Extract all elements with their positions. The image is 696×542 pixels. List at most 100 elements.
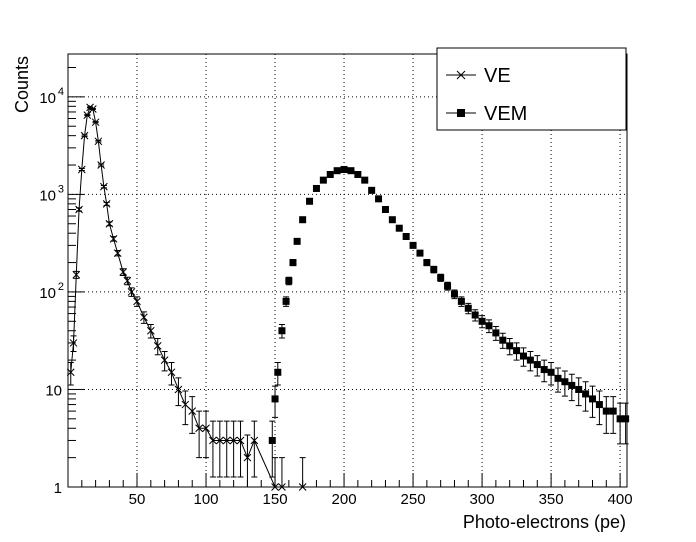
error-bar	[189, 396, 196, 434]
data-point	[347, 167, 355, 175]
data-point	[354, 170, 362, 178]
data-point	[582, 390, 590, 398]
data-point	[471, 311, 479, 319]
data-point	[478, 317, 486, 325]
data-point	[368, 186, 376, 194]
data-point	[102, 199, 111, 208]
y-tick-label: 1	[54, 480, 62, 497]
legend-cross-marker	[456, 70, 466, 80]
error-bar	[622, 402, 629, 445]
data-point	[492, 329, 500, 337]
data-point	[127, 288, 136, 296]
data-point	[416, 249, 424, 257]
data-point	[222, 436, 231, 445]
data-point	[540, 366, 548, 374]
data-point	[174, 385, 183, 394]
legend-label-ve: VE	[484, 65, 511, 87]
data-point	[561, 378, 569, 386]
data-point	[588, 395, 596, 403]
y-tick-exponent: 2	[58, 281, 64, 293]
data-point	[202, 424, 210, 433]
data-point	[113, 249, 122, 257]
x-tick-label: 50	[129, 491, 146, 508]
data-point	[526, 356, 534, 364]
data-point	[568, 381, 576, 389]
data-point	[140, 313, 148, 322]
y-tick-exponent: 3	[58, 183, 64, 195]
data-point	[319, 176, 327, 184]
series-ve	[66, 103, 307, 491]
data-point	[361, 176, 369, 184]
data-point	[513, 347, 521, 355]
error-bar	[216, 420, 223, 478]
x-tick-label: 150	[263, 491, 288, 508]
legend-label-vem: VEM	[484, 103, 527, 125]
data-point	[616, 415, 624, 423]
data-point	[519, 352, 527, 360]
data-point	[215, 436, 224, 445]
data-point	[119, 268, 128, 276]
data-point	[278, 327, 286, 335]
data-point	[333, 167, 341, 175]
data-point	[123, 276, 132, 285]
error-bar	[182, 390, 189, 426]
data-point	[409, 241, 417, 249]
x-tick-label: 350	[539, 491, 564, 508]
legend-square-marker	[457, 109, 465, 117]
x-tick-label: 250	[401, 491, 426, 508]
data-point	[77, 165, 86, 174]
data-point	[450, 290, 458, 298]
data-point	[444, 282, 452, 290]
data-point	[609, 407, 617, 415]
data-point	[395, 224, 403, 232]
data-point	[167, 368, 176, 377]
error-bar	[209, 420, 216, 478]
data-point	[299, 216, 307, 224]
error-bar	[617, 402, 624, 445]
error-bar	[203, 410, 210, 459]
error-bar	[603, 396, 610, 434]
error-bar	[237, 420, 244, 478]
y-tick-label: 10	[45, 382, 62, 399]
error-bar	[278, 457, 285, 488]
data-point	[293, 237, 301, 245]
data-point	[595, 401, 603, 409]
data-point	[91, 118, 100, 127]
data-point	[437, 274, 445, 282]
error-bar	[175, 377, 182, 407]
error-bar	[251, 420, 258, 478]
data-point	[457, 297, 465, 305]
data-point	[72, 270, 81, 279]
data-point	[402, 233, 410, 241]
plot-frame	[67, 53, 628, 488]
data-point	[80, 131, 89, 140]
data-point	[271, 395, 279, 403]
error-bar	[168, 362, 175, 386]
data-point	[88, 105, 97, 113]
data-point	[430, 265, 438, 273]
error-bar	[154, 338, 161, 356]
data-point	[622, 415, 630, 423]
data-point	[181, 400, 190, 409]
data-point	[250, 436, 259, 445]
x-tick-label: 400	[608, 491, 633, 508]
data-point	[146, 326, 155, 335]
y-tick-label: 10	[39, 285, 56, 302]
data-point	[285, 277, 293, 285]
y-tick-exponent: 4	[58, 86, 64, 98]
data-point	[282, 297, 290, 305]
data-point	[133, 297, 141, 306]
data-point	[75, 205, 83, 214]
data-point	[94, 137, 103, 146]
data-point	[97, 161, 105, 169]
data-point	[602, 407, 610, 415]
data-point	[195, 424, 203, 433]
data-point	[499, 336, 507, 344]
data-point	[533, 361, 541, 369]
data-point	[464, 304, 472, 312]
data-layer	[66, 103, 630, 491]
data-point	[229, 436, 238, 445]
data-point	[243, 453, 252, 462]
data-point	[209, 436, 217, 445]
